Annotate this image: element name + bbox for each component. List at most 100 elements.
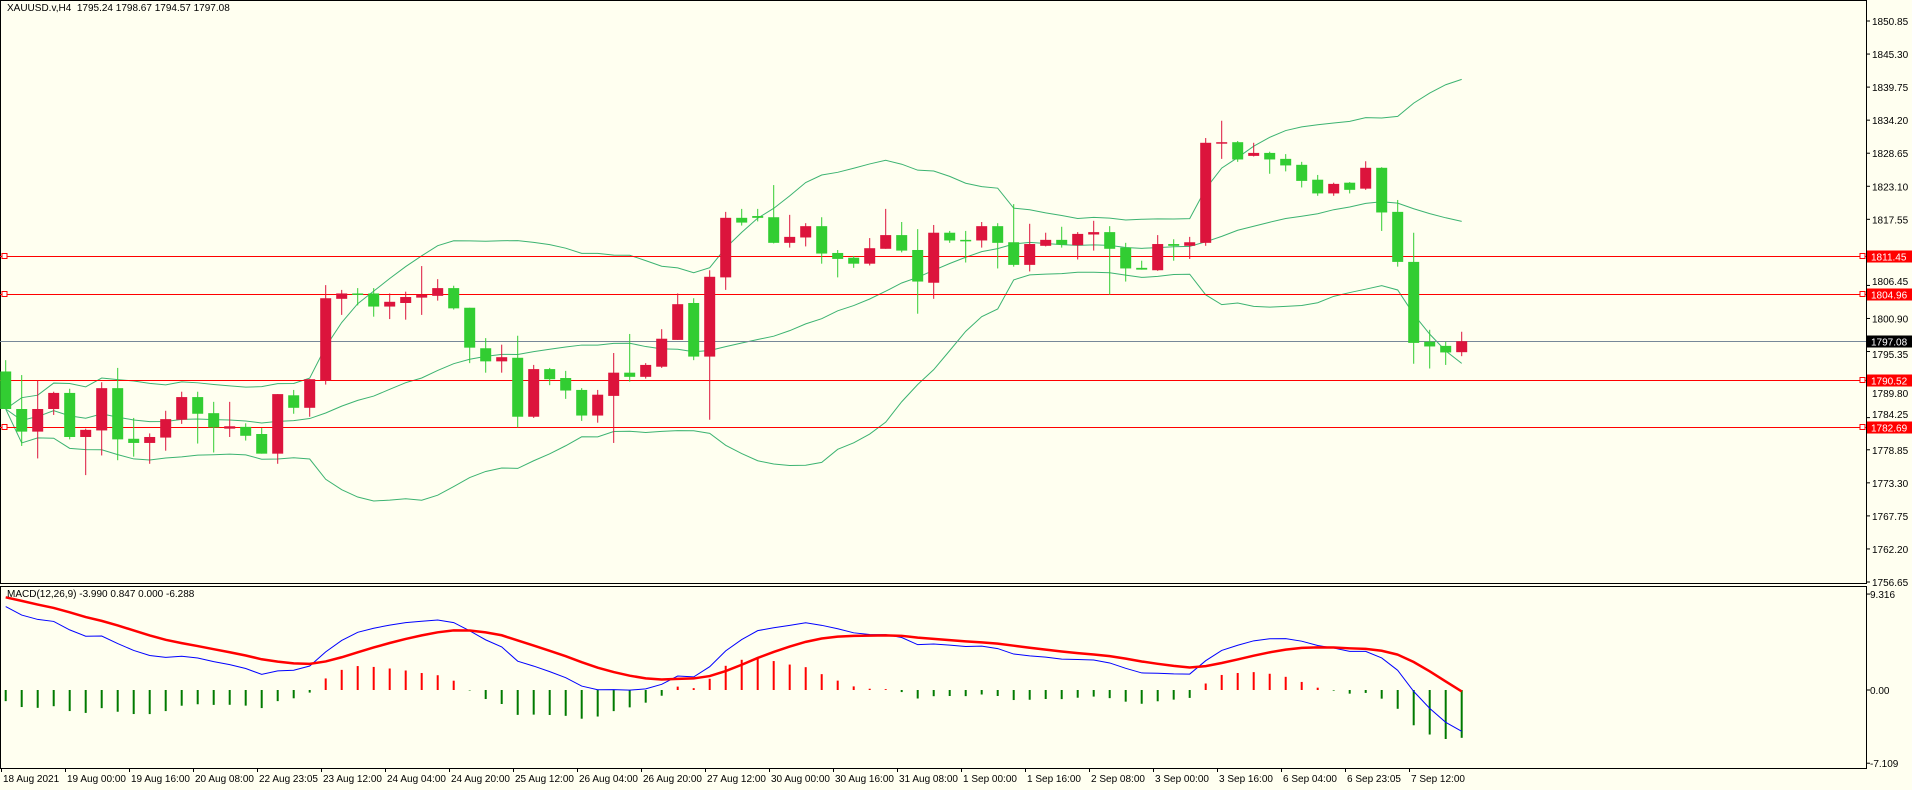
candle[interactable] (224, 401, 236, 437)
candle[interactable] (912, 229, 924, 314)
candle[interactable] (256, 428, 268, 454)
candle[interactable] (240, 423, 252, 441)
candle[interactable] (576, 388, 588, 421)
line-handle-right[interactable] (1859, 253, 1866, 259)
candle[interactable] (1328, 182, 1340, 196)
candle[interactable] (96, 382, 108, 456)
candle[interactable] (800, 223, 812, 247)
candle[interactable] (448, 285, 460, 310)
candle[interactable] (1056, 226, 1068, 248)
candle[interactable] (976, 221, 988, 248)
candle[interactable] (1440, 341, 1452, 365)
candle[interactable] (144, 433, 156, 464)
candle[interactable] (352, 288, 364, 306)
candle[interactable] (848, 255, 860, 268)
candle[interactable] (1120, 242, 1132, 282)
line-handle-right[interactable] (1859, 377, 1866, 383)
line-handle-right[interactable] (1859, 424, 1866, 430)
candle[interactable] (992, 223, 1004, 269)
candle[interactable] (1088, 220, 1100, 251)
candle[interactable] (960, 230, 972, 263)
candle[interactable] (416, 266, 428, 315)
candle[interactable] (400, 291, 412, 320)
candle[interactable] (384, 293, 396, 320)
line-handle-right[interactable] (1859, 291, 1866, 297)
price-panel[interactable] (0, 0, 1867, 584)
candle[interactable] (320, 285, 332, 385)
candle[interactable] (864, 238, 876, 266)
candle[interactable] (1456, 331, 1468, 357)
candle[interactable] (672, 293, 684, 340)
candle[interactable] (288, 389, 300, 414)
candle[interactable] (544, 367, 556, 386)
candle[interactable] (512, 335, 524, 428)
candle[interactable] (1008, 204, 1020, 267)
candle[interactable] (1024, 223, 1036, 272)
candle[interactable] (592, 389, 604, 423)
candle[interactable] (464, 307, 476, 364)
candle[interactable] (704, 270, 716, 420)
candle[interactable] (272, 394, 284, 464)
candle[interactable] (16, 375, 28, 446)
candle[interactable] (1312, 174, 1324, 196)
macd-panel[interactable]: 9.316 0.00 -7.109 (0, 586, 1899, 771)
candle[interactable] (432, 279, 444, 301)
candle[interactable] (608, 353, 620, 443)
candle[interactable] (816, 217, 828, 264)
candle[interactable] (480, 338, 492, 373)
candle[interactable] (656, 329, 668, 368)
candle[interactable] (560, 370, 572, 399)
line-handle-left[interactable] (1, 253, 8, 259)
candle[interactable] (368, 288, 380, 317)
line-handle-left[interactable] (1, 424, 8, 430)
candle[interactable] (1248, 142, 1260, 157)
candle[interactable] (1152, 235, 1164, 271)
candle[interactable] (0, 360, 12, 409)
candle[interactable] (1136, 260, 1148, 270)
candle[interactable] (528, 364, 540, 418)
candle[interactable] (832, 249, 844, 278)
candle[interactable] (80, 428, 92, 476)
candle[interactable] (784, 214, 796, 248)
candle[interactable] (1168, 239, 1180, 261)
candle[interactable] (1376, 167, 1388, 231)
candle[interactable] (880, 208, 892, 249)
candle[interactable] (1232, 141, 1244, 162)
candle[interactable] (304, 379, 316, 417)
candle[interactable] (1344, 182, 1356, 194)
candle[interactable] (1216, 120, 1228, 159)
candle[interactable] (944, 230, 956, 243)
candle[interactable] (1200, 138, 1212, 246)
candle[interactable] (720, 211, 732, 290)
candle[interactable] (336, 289, 348, 315)
candle[interactable] (128, 417, 140, 457)
candle[interactable] (1392, 199, 1404, 267)
candle[interactable] (1280, 154, 1292, 172)
candle[interactable] (1408, 232, 1420, 364)
candle[interactable] (64, 388, 76, 440)
candle[interactable] (160, 410, 172, 451)
candle[interactable] (176, 391, 188, 424)
candle[interactable] (768, 185, 780, 244)
candle[interactable] (1040, 232, 1052, 247)
candle[interactable] (736, 208, 748, 226)
candle[interactable] (32, 380, 44, 459)
candle[interactable] (752, 208, 764, 222)
candle[interactable] (192, 391, 204, 444)
candle[interactable] (688, 298, 700, 361)
candle[interactable] (1264, 151, 1276, 174)
candle[interactable] (48, 391, 60, 415)
candle[interactable] (1360, 161, 1372, 190)
candle[interactable] (208, 401, 220, 453)
candle[interactable] (112, 367, 124, 461)
candle[interactable] (1072, 232, 1084, 260)
candle[interactable] (928, 224, 940, 299)
candle[interactable] (640, 363, 652, 379)
candle[interactable] (1424, 329, 1436, 369)
candle[interactable] (624, 333, 636, 382)
candle[interactable] (496, 344, 508, 373)
candle[interactable] (896, 221, 908, 253)
candle[interactable] (1184, 236, 1196, 259)
candle[interactable] (1104, 226, 1116, 295)
